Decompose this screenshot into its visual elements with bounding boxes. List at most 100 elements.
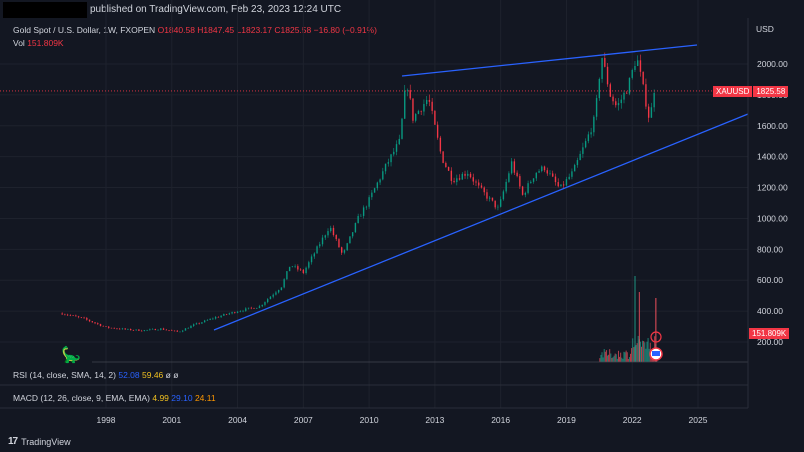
candle-body	[346, 243, 348, 251]
x-axis: 1998 2001 2004 2007 2010 2013 2016 2019 2022 2025	[97, 415, 708, 425]
candle-body	[179, 331, 181, 333]
candle-body	[228, 313, 231, 315]
rsi-label[interactable]: RSI (14, close, SMA, 14, 2)	[13, 370, 116, 380]
candle-body	[225, 314, 228, 315]
candle-body	[475, 181, 477, 183]
macd-legend[interactable]: MACD (12, 26, close, 9, EMA, EMA) 4.99 2…	[13, 393, 216, 403]
candle-body	[212, 318, 214, 320]
y-tick-label: 800.00	[757, 244, 783, 254]
volume-bar	[615, 354, 617, 362]
volume-bar	[601, 352, 603, 362]
candle-body	[491, 197, 494, 201]
candle-body	[165, 329, 167, 331]
tradingview-logo[interactable]: 17 TradingView	[8, 436, 71, 447]
candle-body	[75, 315, 77, 317]
candle-body	[615, 101, 617, 106]
volume-bar	[642, 340, 644, 362]
price-tag: XAUUSD 1825.58	[713, 86, 789, 97]
candle-body	[143, 330, 146, 331]
candle-body	[149, 329, 151, 330]
candle-body	[472, 177, 474, 182]
candle-body	[247, 307, 250, 309]
candle-body	[601, 57, 603, 79]
candle-body	[286, 271, 288, 280]
candle-body	[447, 166, 450, 171]
candle-body	[464, 173, 466, 176]
candle-body	[382, 171, 384, 180]
candle-body	[489, 197, 491, 199]
candle-body	[415, 113, 417, 121]
candle-body	[234, 312, 236, 313]
candle-body	[428, 100, 431, 102]
volume-bar	[635, 345, 637, 362]
volume-bar	[627, 358, 629, 362]
volume-legend[interactable]: Vol 151.809K	[13, 38, 64, 48]
candle-body	[66, 314, 69, 316]
candle-body	[554, 176, 557, 183]
event-icon	[650, 331, 662, 343]
x-tick-label: 2022	[623, 415, 642, 425]
candle-body	[524, 192, 527, 195]
pane-separators	[0, 18, 749, 409]
candle-body	[124, 328, 126, 330]
candle-body	[193, 324, 195, 326]
candle-body	[587, 134, 590, 142]
volume-bar	[604, 351, 606, 362]
ohlc-high: H1847.45	[197, 25, 235, 35]
candle-body	[398, 138, 400, 145]
candle-body	[623, 92, 625, 100]
macd-label[interactable]: MACD (12, 26, close, 9, EMA, EMA)	[13, 393, 150, 403]
candle-body	[102, 325, 104, 327]
candle-body	[332, 227, 335, 236]
vol-value: 151.809K	[27, 38, 64, 48]
symbol-name[interactable]: Gold Spot / U.S. Dollar, 1W, FXOPEN	[13, 25, 156, 35]
candle-body	[379, 179, 381, 183]
volume-bar	[647, 338, 649, 362]
candle-body	[154, 328, 157, 331]
candle-body	[502, 191, 505, 200]
ohlc-change: −16.80 (−0.91%)	[313, 25, 377, 35]
candle-body	[647, 106, 650, 118]
candle-body	[69, 315, 72, 316]
candle-body	[140, 330, 143, 332]
candle-body	[634, 65, 636, 70]
trendlines-layer	[213, 44, 749, 331]
candle-body	[395, 144, 398, 152]
candle-body	[160, 328, 162, 330]
candle-body	[519, 176, 521, 187]
volume-bar	[621, 357, 623, 362]
candle-body	[127, 328, 129, 330]
candle-body	[371, 192, 373, 198]
y-tick-label: 600.00	[757, 275, 783, 285]
candle-body	[521, 186, 524, 195]
candle-body	[420, 111, 422, 112]
volume-bar	[631, 348, 633, 362]
candle-body	[327, 231, 329, 236]
candle-body	[138, 329, 140, 331]
volume-bar	[602, 357, 604, 362]
candle-body	[201, 322, 203, 324]
candle-body	[565, 179, 568, 186]
x-tick-label: 2007	[294, 415, 313, 425]
volume-spike	[634, 276, 636, 362]
candle-body	[590, 132, 592, 135]
candle-body	[434, 110, 436, 125]
lower-trendline	[213, 113, 749, 331]
y-axis: 200.00 400.00 600.00 800.00 1000.00 1200.00 14…	[757, 59, 788, 347]
volume-bar	[620, 352, 622, 362]
candle-body	[113, 327, 115, 329]
candle-body	[508, 173, 510, 182]
candle-body	[310, 256, 313, 263]
symbol-legend[interactable]: Gold Spot / U.S. Dollar, 1W, FXOPEN O184…	[13, 25, 377, 35]
candle-body	[220, 315, 222, 318]
candle-body	[335, 235, 337, 240]
rsi-legend[interactable]: RSI (14, close, SMA, 14, 2) 52.08 59.46 …	[13, 370, 178, 380]
candle-body	[409, 90, 411, 99]
ohlc-close: C1825.58	[274, 25, 312, 35]
volume-bar	[611, 357, 613, 362]
volume-bar	[637, 335, 639, 362]
volume-bar	[644, 342, 646, 362]
candle-body	[510, 161, 513, 174]
candle-body	[129, 328, 132, 331]
